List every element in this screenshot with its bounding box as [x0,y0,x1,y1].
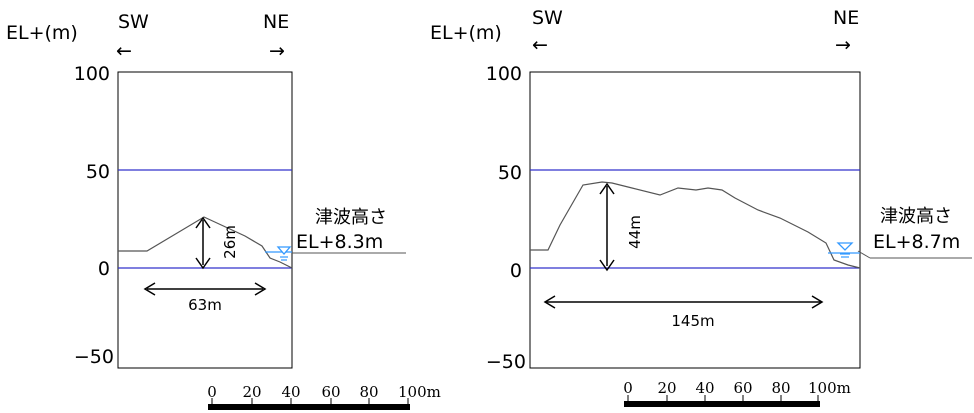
scale-bar-body [208,404,410,410]
width-label: 145m [671,312,714,330]
height-arrow-head-bottom [195,257,211,270]
width-arrow-head-left [543,295,556,309]
scale-bar-body [624,401,820,407]
terrain-profile [530,181,861,269]
height-arrow-head-top [195,216,211,229]
tsunami-height-value: EL+8.7m [873,231,960,253]
scale-bar: 0 20 40 60 80 100m [623,379,851,407]
water-level-icon [276,246,292,255]
y-tick-100: 100 [74,63,110,85]
scale-label-0: 0 [207,383,217,401]
width-label: 63m [188,296,222,314]
width-arrow-head-right [811,295,824,309]
direction-sw-label: SW [532,7,563,29]
scale-label-60: 60 [321,383,340,401]
y-tick-minus-50: −50 [486,351,526,373]
scale-label-60: 60 [733,379,752,397]
tsunami-leader-line [857,250,871,259]
y-axis-label: EL+(m) [6,22,78,44]
tsunami-height-title: 津波高さ [880,206,952,227]
direction-ne-label: NE [263,11,289,33]
scale-label-100m: 100m [398,383,441,401]
scale-label-40: 40 [281,383,300,401]
height-label: 26m [221,225,239,259]
tsunami-height-value: EL+8.3m [296,231,383,253]
height-label: 44m [626,215,644,249]
height-arrow-head-bottom [599,259,615,272]
direction-sw-arrow: ← [116,40,132,62]
scale-label-80: 80 [771,379,790,397]
terrain-profile [118,216,293,269]
plot-frame [117,71,293,369]
y-tick-50: 50 [86,161,110,183]
scale-label-40: 40 [695,379,714,397]
tsunami-height-title: 津波高さ [315,207,387,228]
plot-frame [529,71,861,369]
height-arrow-head-top [599,182,615,195]
scale-label-0: 0 [623,379,633,397]
width-arrow-head-left [143,282,156,296]
scale-label-20: 20 [657,379,676,397]
direction-ne-label: NE [833,7,859,29]
y-axis-label: EL+(m) [430,22,502,44]
panel-left: EL+(m) SW ← NE → 100 50 0 −50 26m 63m 津波… [6,11,441,410]
y-tick-100: 100 [486,63,522,85]
width-arrow-head-right [254,282,267,296]
scale-label-80: 80 [359,383,378,401]
panel-right: EL+(m) SW ← NE → 100 50 0 −50 44m 145m 津… [430,7,972,407]
y-tick-0: 0 [510,260,522,282]
water-level-icon [836,242,854,251]
direction-ne-arrow: → [269,40,285,62]
direction-sw-label: SW [118,11,149,33]
y-tick-minus-50: −50 [74,346,114,368]
y-tick-0: 0 [98,258,110,280]
direction-ne-arrow: → [835,34,851,56]
scale-label-100m: 100m [808,379,851,397]
scale-label-20: 20 [242,383,261,401]
y-tick-50: 50 [498,162,522,184]
direction-sw-arrow: ← [532,34,548,56]
scale-bar: 0 20 40 60 80 100m [207,383,441,410]
